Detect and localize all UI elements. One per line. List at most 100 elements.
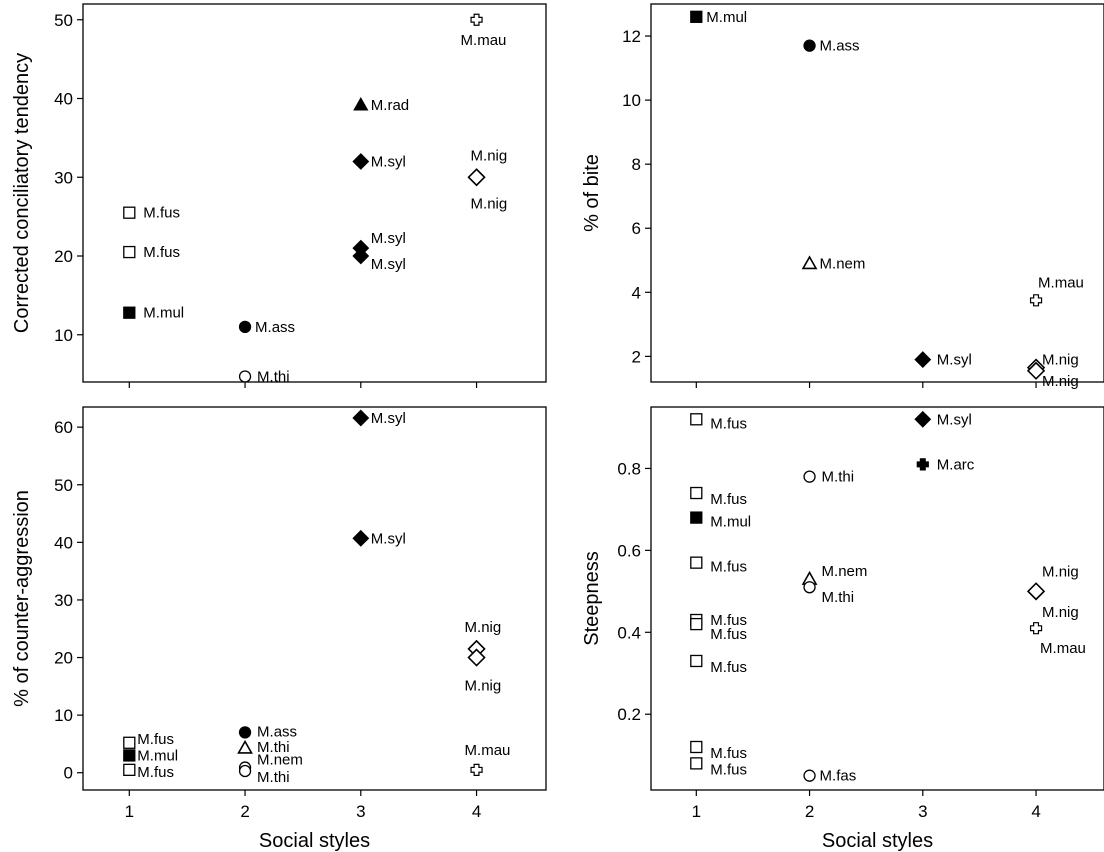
y-tick-label: 0 bbox=[64, 764, 73, 783]
point-label: M.syl bbox=[371, 256, 406, 273]
data-point-square-open bbox=[690, 740, 703, 754]
panel-counter-aggression: 0 10 20 30 40 50 60 1 2 3 4 % of counter-aggression… bbox=[11, 406, 547, 852]
x-tick-label: 3 bbox=[918, 802, 927, 821]
y-axis-label: % of bite bbox=[581, 154, 603, 232]
point-label: M.nig bbox=[1042, 352, 1079, 369]
data-point-square-filled bbox=[123, 749, 136, 762]
point-label: M.mau bbox=[1038, 274, 1084, 291]
data-point-square-filled bbox=[690, 10, 703, 23]
point-label: M.nig bbox=[1042, 563, 1079, 580]
panel-steepness: 0.2 0.4 0.6 0.8 1 2 3 4 Steepness Social styles M.… bbox=[581, 406, 1104, 852]
point-label: M.nig bbox=[1042, 373, 1079, 390]
data-point-circle-filled bbox=[803, 39, 816, 52]
x-axis-label: Social styles bbox=[259, 830, 370, 852]
point-label: M.nig bbox=[465, 678, 502, 695]
data-point-diamond-open bbox=[1026, 582, 1046, 601]
y-tick-label: 10 bbox=[622, 91, 641, 110]
data-point-square-filled bbox=[690, 511, 703, 524]
y-tick-label: 0.6 bbox=[617, 541, 641, 560]
plot-frame bbox=[650, 3, 1104, 383]
point-label: M.fus bbox=[710, 612, 747, 629]
point-label: M.fus bbox=[137, 731, 174, 748]
point-label: M.fus bbox=[710, 659, 747, 676]
data-point-square-open bbox=[690, 486, 703, 500]
point-label: M.thi bbox=[822, 589, 855, 606]
point-label: M.nem bbox=[822, 563, 868, 580]
x-tick-label: 1 bbox=[125, 802, 134, 821]
data-point-cross-open bbox=[470, 13, 483, 26]
point-label: M.mul bbox=[706, 9, 747, 26]
data-point-circle-open bbox=[238, 764, 252, 778]
y-axis-label: % of counter-aggression bbox=[11, 490, 33, 707]
data-point-circle-open bbox=[238, 370, 252, 383]
data-point-square-open bbox=[123, 763, 136, 776]
data-point-square-open bbox=[690, 413, 703, 426]
data-point-square-open bbox=[690, 757, 703, 770]
plot-frame bbox=[82, 3, 547, 383]
x-tick-label: 1 bbox=[692, 802, 701, 821]
point-label: M.fus bbox=[143, 205, 180, 222]
data-point-diamond-filled bbox=[352, 529, 370, 547]
point-label: M.fus bbox=[710, 491, 747, 508]
plot-frame bbox=[82, 406, 547, 791]
data-point-circle-open bbox=[803, 581, 816, 594]
point-label: M.mau bbox=[461, 32, 507, 49]
data-point-circle-filled bbox=[238, 726, 252, 739]
y-tick-label: 0.2 bbox=[617, 705, 641, 724]
y-tick-label: 60 bbox=[54, 418, 73, 437]
x-tick-label: 3 bbox=[356, 802, 365, 821]
y-tick-label: 10 bbox=[54, 326, 73, 345]
point-label: M.nig bbox=[471, 147, 508, 164]
data-point-diamond-open bbox=[467, 648, 486, 667]
point-label: M.fus bbox=[710, 626, 747, 643]
data-point-diamond-open bbox=[467, 168, 486, 187]
y-tick-label: 40 bbox=[54, 90, 73, 109]
data-point-cross-filled bbox=[916, 458, 929, 471]
y-tick-label: 10 bbox=[54, 706, 73, 725]
data-point-triangle-open bbox=[237, 739, 253, 754]
y-tick-label: 2 bbox=[632, 347, 641, 366]
point-label: M.syl bbox=[371, 154, 406, 171]
panel-conciliatory-tendency: 10 20 30 40 50 Corrected conciliatory tendenc… bbox=[11, 3, 547, 388]
y-tick-label: 30 bbox=[54, 591, 73, 610]
y-tick-label: 0.8 bbox=[617, 459, 641, 478]
y-axis-label: Corrected conciliatory tendency bbox=[11, 53, 33, 333]
point-label: M.ass bbox=[257, 723, 297, 740]
point-label: M.fus bbox=[143, 244, 180, 261]
point-label: M.fus bbox=[137, 764, 174, 781]
point-label: M.nig bbox=[465, 619, 502, 636]
point-label: M.mau bbox=[465, 742, 511, 759]
panel-percent-bite: 2 4 6 8 10 12 % of bite M.mul M.ass M.nem M.syl M.m… bbox=[581, 3, 1104, 390]
data-point-square-open bbox=[123, 245, 136, 259]
point-label: M.mau bbox=[1040, 640, 1086, 657]
point-label: M.nem bbox=[820, 255, 866, 272]
data-point-circle-open bbox=[803, 769, 816, 782]
point-label: M.fus bbox=[710, 745, 747, 762]
y-tick-label: 6 bbox=[632, 219, 641, 238]
data-point-cross-open bbox=[1029, 622, 1043, 635]
plot-frame bbox=[650, 406, 1104, 791]
x-tick-label: 2 bbox=[240, 802, 249, 821]
data-point-diamond-filled bbox=[352, 153, 370, 170]
point-label: M.ass bbox=[820, 38, 860, 55]
data-point-diamond-filled bbox=[914, 351, 932, 368]
y-tick-label: 0.4 bbox=[617, 623, 641, 642]
point-label: M.syl bbox=[371, 230, 406, 247]
point-label: M.syl bbox=[937, 411, 972, 428]
data-point-circle-filled bbox=[238, 320, 252, 334]
x-tick-label: 4 bbox=[472, 802, 481, 821]
x-axis-label: Social styles bbox=[822, 830, 933, 852]
y-tick-label: 8 bbox=[632, 155, 641, 174]
point-label: M.fas bbox=[820, 768, 857, 785]
y-tick-label: 40 bbox=[54, 533, 73, 552]
point-label: M.nig bbox=[471, 195, 508, 212]
y-tick-label: 4 bbox=[632, 283, 641, 302]
data-point-square-open bbox=[690, 617, 703, 631]
data-point-circle-open bbox=[803, 470, 816, 483]
data-point-diamond-open bbox=[1026, 361, 1046, 380]
point-label: M.thi bbox=[257, 368, 290, 385]
data-point-diamond-filled bbox=[352, 409, 370, 427]
x-tick-label: 4 bbox=[1031, 802, 1040, 821]
data-point-triangle-filled bbox=[353, 96, 369, 111]
